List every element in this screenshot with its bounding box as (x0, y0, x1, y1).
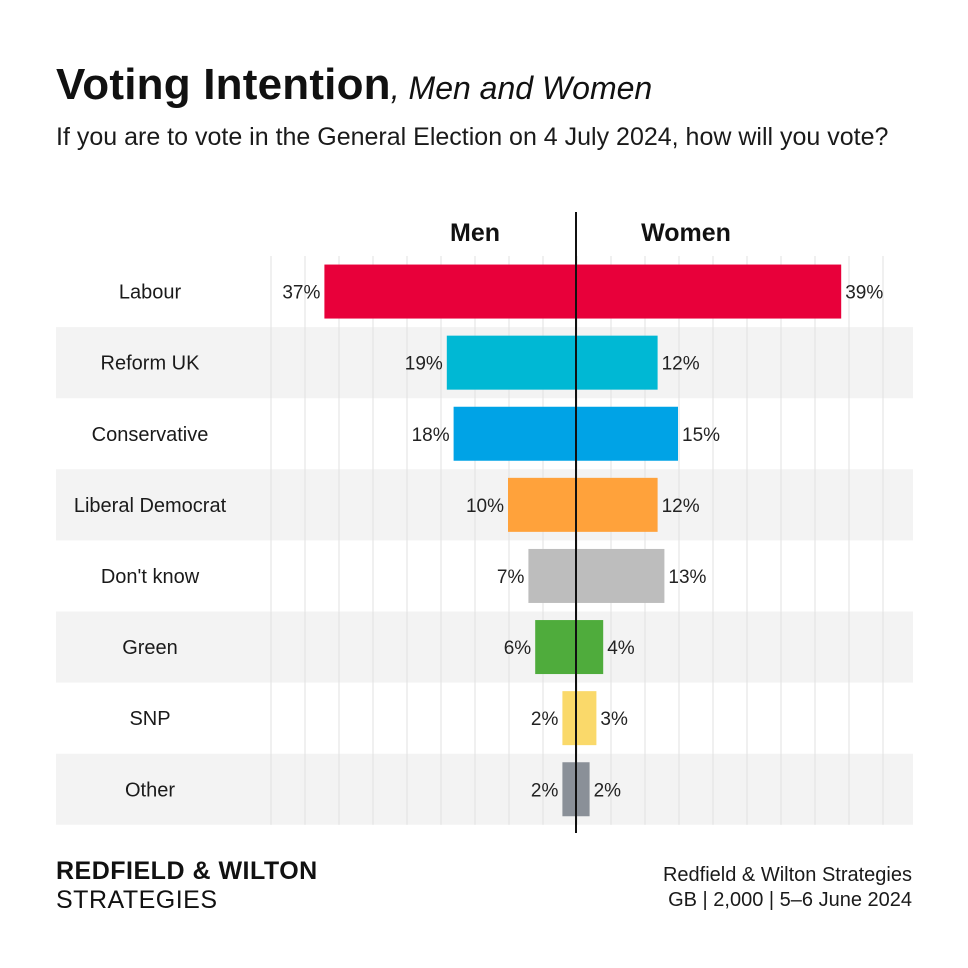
bar-women (576, 620, 604, 675)
bar-men (528, 548, 576, 603)
source-note: Redfield & Wilton Strategies GB | 2,000 … (663, 863, 912, 913)
data-label-men: 10% (466, 496, 504, 517)
row-stripe (56, 753, 913, 825)
data-label-men: 6% (504, 638, 532, 659)
data-label-women: 39% (845, 283, 883, 304)
row-stripe (56, 469, 913, 541)
category-label: Reform UK (101, 353, 201, 375)
brand-name-line2: STRATEGIES (56, 886, 218, 914)
bar-women (576, 762, 590, 817)
category-label: Labour (119, 282, 182, 304)
data-label-women: 4% (607, 638, 635, 659)
data-label-men: 2% (531, 780, 559, 801)
data-label-women: 12% (662, 354, 700, 375)
data-label-women: 13% (668, 567, 706, 588)
bar-men (508, 477, 576, 532)
row-stripe (56, 611, 913, 683)
data-label-women: 12% (662, 496, 700, 517)
source-sample-details: GB | 2,000 | 5–6 June 2024 (668, 889, 912, 911)
chart-title-main: Voting Intention (56, 60, 391, 109)
category-label: Conservative (92, 424, 209, 446)
bar-women (576, 264, 842, 319)
category-label: Green (122, 637, 178, 659)
data-label-women: 15% (682, 425, 720, 446)
bar-women (576, 548, 665, 603)
category-label: Liberal Democrat (74, 495, 227, 517)
data-label-women: 3% (600, 709, 628, 730)
bar-men (446, 335, 576, 390)
data-label-women: 2% (594, 780, 622, 801)
chart-title-subtitle: , Men and Women (390, 70, 653, 106)
bar-women (576, 691, 597, 746)
column-header-women: Women (641, 219, 731, 247)
bar-men (453, 406, 576, 461)
category-label: SNP (129, 708, 170, 730)
data-label-men: 2% (531, 709, 559, 730)
bar-women (576, 406, 678, 461)
brand-name-line1: REDFIELD & WILTON (56, 857, 318, 885)
bar-men (535, 620, 576, 675)
survey-question: If you are to vote in the General Electi… (56, 123, 889, 151)
category-label: Other (125, 779, 175, 801)
bar-women (576, 335, 658, 390)
data-label-men: 19% (405, 354, 443, 375)
bar-men (562, 691, 576, 746)
brand-logo: REDFIELD & WILTON STRATEGIES (56, 857, 318, 915)
source-organisation: Redfield & Wilton Strategies (662, 864, 912, 886)
bar-men (562, 762, 576, 817)
data-label-men: 37% (282, 283, 320, 304)
data-label-men: 18% (412, 425, 450, 446)
chart-title: Voting Intention, Men and Women (56, 60, 652, 110)
column-header-men: Men (450, 219, 500, 247)
data-label-men: 7% (497, 567, 525, 588)
bar-men (324, 264, 576, 319)
bar-women (576, 477, 658, 532)
category-label: Don't know (101, 566, 200, 588)
